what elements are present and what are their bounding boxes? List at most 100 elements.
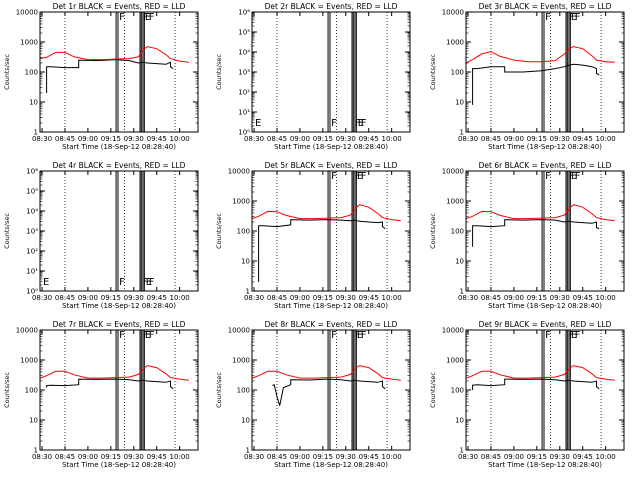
- x-tick-label: 09:15: [101, 135, 121, 143]
- y-tick-label: 10¹: [26, 268, 38, 276]
- series-lld: [252, 365, 401, 381]
- x-tick-label: 08:45: [481, 294, 501, 302]
- y-tick-label: 10³: [26, 228, 38, 236]
- x-tick-label: 08:45: [55, 135, 75, 143]
- x-tick-label: 09:00: [78, 294, 98, 302]
- panel-title: Det 1r BLACK = Events, RED = LLD: [53, 2, 186, 11]
- y-tick-label: 10000: [228, 327, 250, 335]
- panel-det6r: 1 10 100 1000 10000 08:30 08:45 09:00 09:15 09:30…: [429, 161, 625, 310]
- panel-det2r: 10⁰ 10¹ 10² 10³ 10⁴ 10⁵ 10⁶ 08:30 08:45 09:00 09:1…: [215, 2, 411, 151]
- panel-title: Det 3r BLACK = Events, RED = LLD: [479, 2, 612, 11]
- x-tick-label: 10:00: [596, 453, 616, 461]
- flag-label: E: [571, 330, 577, 341]
- x-tick-label: 09:30: [124, 135, 144, 143]
- x-tick-label: 08:30: [458, 294, 478, 302]
- x-axis-label: Start Time (18-Sep-12 08:28:40): [488, 143, 602, 151]
- x-axis-label: Start Time (18-Sep-12 08:28:40): [274, 461, 388, 469]
- x-tick-label: 09:45: [573, 135, 593, 143]
- x-tick-label: 09:45: [573, 453, 593, 461]
- x-tick-label: 09:30: [336, 453, 356, 461]
- y-tick-label: 10¹: [238, 109, 250, 117]
- x-tick-label: 08:30: [244, 453, 264, 461]
- y-tick-label: 1: [460, 288, 464, 296]
- x-tick-label: 09:15: [313, 135, 333, 143]
- flag-label: E: [255, 118, 261, 129]
- y-axis-label: Counts/sec: [3, 54, 11, 90]
- x-tick-label: 08:45: [481, 453, 501, 461]
- flag-label: E: [357, 171, 363, 182]
- x-tick-label: 08:45: [55, 294, 75, 302]
- panel-title: Det 9r BLACK = Events, RED = LLD: [479, 320, 612, 329]
- flag-label: FF: [569, 12, 581, 23]
- x-tick-label: 09:30: [124, 453, 144, 461]
- y-axis-label: Counts/sec: [215, 54, 223, 90]
- flag-label: FF: [143, 330, 155, 341]
- y-axis-label: Counts/sec: [215, 372, 223, 408]
- flag-label: F: [331, 171, 337, 182]
- flag-label: F: [119, 12, 125, 23]
- x-axis-label: Start Time (18-Sep-12 08:28:40): [274, 143, 388, 151]
- x-tick-label: 08:45: [55, 453, 75, 461]
- x-tick-label: 09:30: [550, 453, 570, 461]
- x-tick-label: 08:30: [32, 135, 52, 143]
- axes-frame: [465, 170, 625, 292]
- x-tick-label: 08:30: [244, 294, 264, 302]
- axes-frame: [251, 11, 411, 133]
- x-tick-label: 08:30: [32, 294, 52, 302]
- x-tick-label: 09:00: [290, 453, 310, 461]
- x-tick-label: 09:30: [336, 135, 356, 143]
- axes-frame: [39, 11, 199, 133]
- y-tick-label: 10000: [16, 9, 38, 17]
- flag-label: F: [545, 12, 551, 23]
- y-tick-label: 100: [237, 228, 250, 236]
- y-tick-label: 10⁰: [26, 288, 38, 296]
- panel-det5r: 1 10 100 1000 10000 08:30 08:45 09:00 09:15 09:30…: [215, 161, 411, 310]
- y-tick-label: 10: [29, 99, 38, 107]
- x-tick-label: 09:00: [290, 135, 310, 143]
- y-tick-label: 10⁵: [238, 29, 250, 37]
- x-tick-label: 09:15: [313, 294, 333, 302]
- y-tick-label: 10000: [442, 9, 464, 17]
- flag-label: F: [119, 330, 125, 341]
- flag-label: F: [545, 171, 551, 182]
- x-tick-label: 09:15: [527, 294, 547, 302]
- x-tick-label: 08:30: [458, 453, 478, 461]
- series-events: [46, 378, 174, 390]
- x-tick-label: 09:15: [527, 453, 547, 461]
- flag-label: FF: [355, 118, 367, 129]
- y-tick-label: 100: [451, 69, 464, 77]
- series-lld: [40, 365, 189, 381]
- x-tick-label: 09:45: [359, 453, 379, 461]
- flag-label: E: [146, 277, 152, 288]
- x-tick-label: 10:00: [170, 135, 190, 143]
- y-tick-label: 100: [451, 228, 464, 236]
- x-tick-label: 08:45: [267, 453, 287, 461]
- y-axis-label: Counts/sec: [215, 213, 223, 249]
- x-tick-label: 08:45: [267, 135, 287, 143]
- y-tick-label: 10⁶: [26, 168, 38, 176]
- flag-label: FF: [143, 12, 155, 23]
- x-tick-label: 08:45: [267, 294, 287, 302]
- y-axis-label: Counts/sec: [429, 54, 437, 90]
- y-axis-label: Counts/sec: [429, 213, 437, 249]
- y-tick-label: 10⁰: [238, 129, 250, 137]
- flag-label: E: [43, 277, 49, 288]
- y-tick-label: 10²: [238, 89, 250, 97]
- axes-frame: [465, 11, 625, 133]
- y-tick-label: 10: [455, 99, 464, 107]
- x-tick-label: 10:00: [596, 294, 616, 302]
- series-events: [472, 219, 600, 247]
- y-tick-label: 10000: [442, 168, 464, 176]
- panel-title: Det 5r BLACK = Events, RED = LLD: [265, 161, 398, 170]
- y-tick-label: 1000: [232, 357, 250, 365]
- y-tick-label: 10: [241, 417, 250, 425]
- x-tick-label: 09:15: [313, 453, 333, 461]
- x-tick-label: 09:00: [78, 453, 98, 461]
- flag-label: F: [331, 330, 337, 341]
- y-tick-label: 10000: [442, 327, 464, 335]
- x-tick-label: 09:45: [359, 294, 379, 302]
- series-events: [472, 63, 600, 105]
- x-tick-label: 10:00: [382, 135, 402, 143]
- x-tick-label: 09:45: [147, 453, 167, 461]
